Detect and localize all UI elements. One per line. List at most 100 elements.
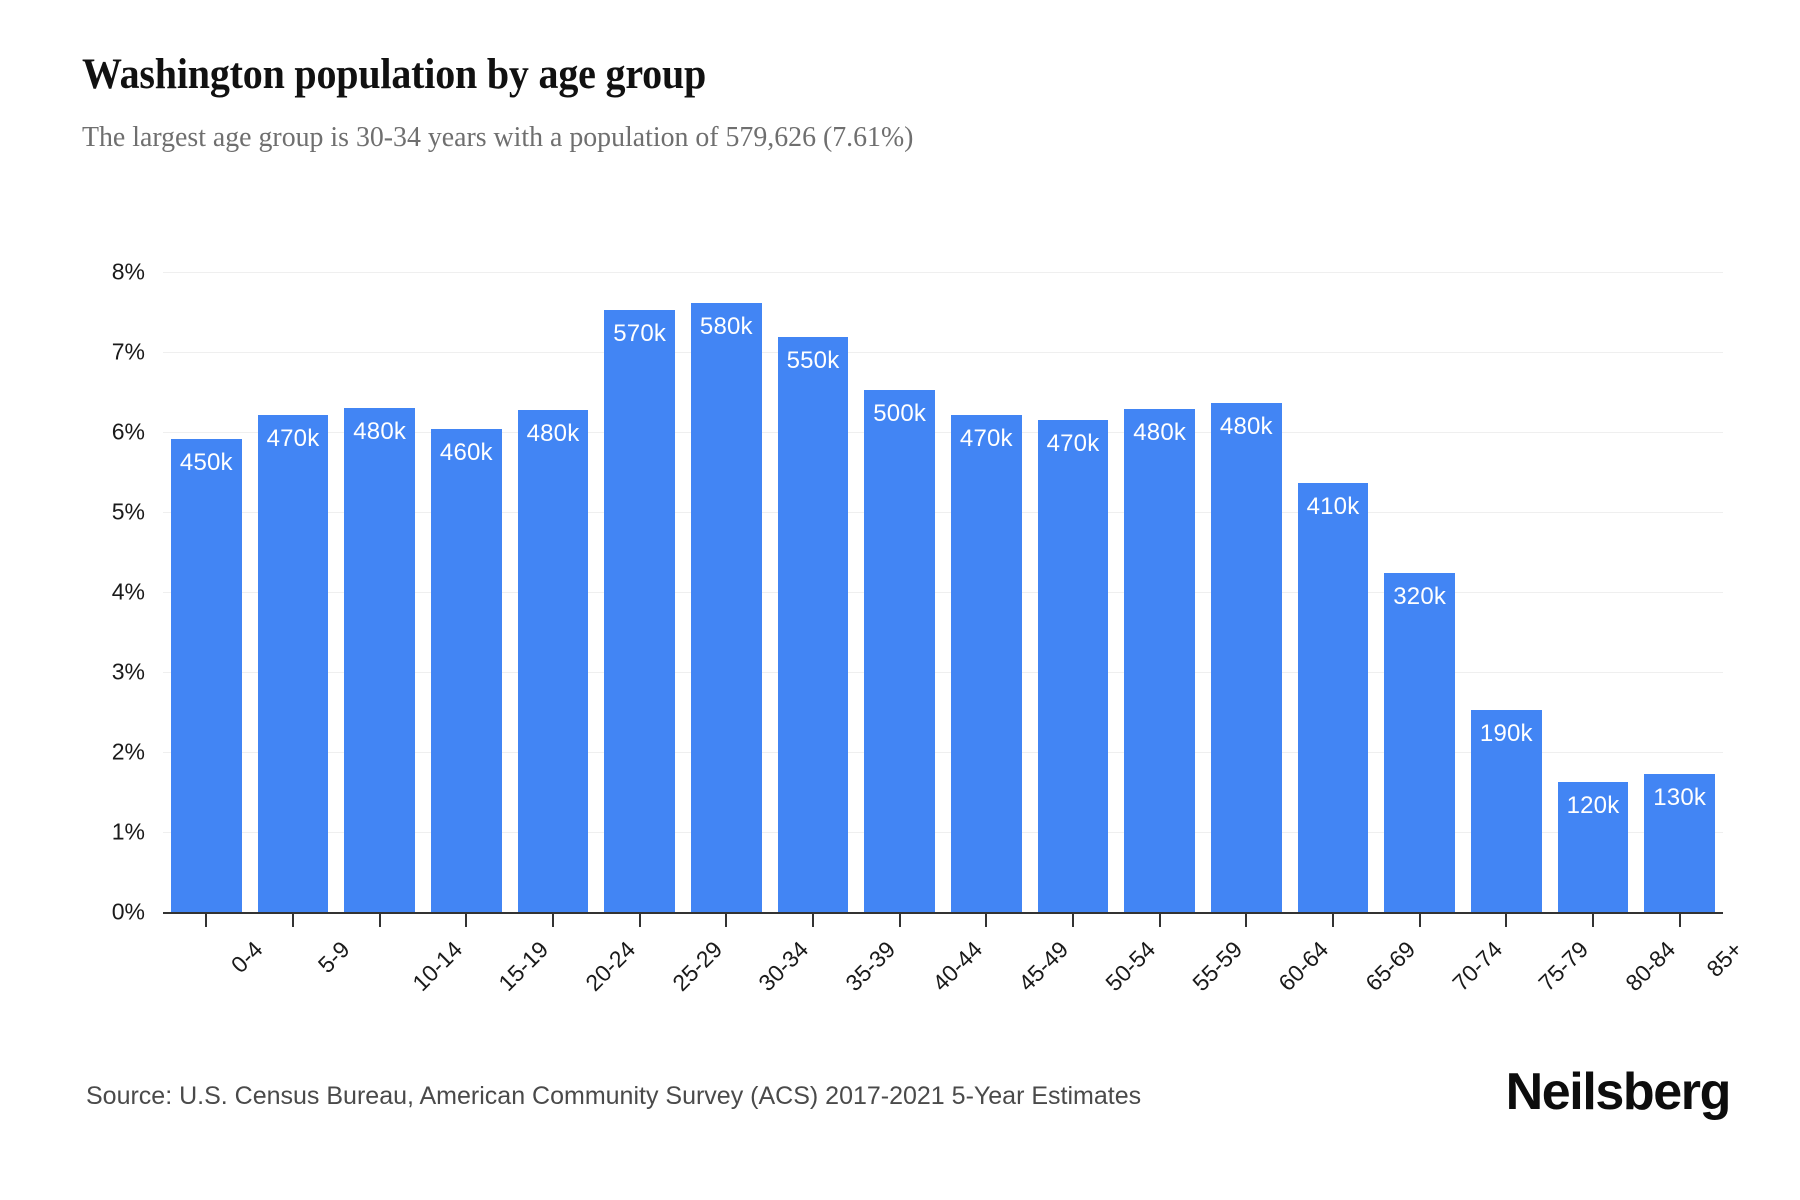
x-axis-tick (985, 914, 988, 927)
x-axis-tick (1158, 914, 1161, 927)
bar-slot[interactable]: 130k (1644, 272, 1715, 912)
y-axis-tick-label: 7% (111, 338, 145, 365)
bar-slot[interactable]: 480k (517, 272, 589, 912)
bar[interactable] (1124, 408, 1195, 912)
y-axis-tick-label: 1% (111, 818, 145, 845)
bar-value-label: 580k (699, 313, 753, 341)
x-axis-tick (1505, 914, 1508, 927)
bar-slot[interactable]: 410k (1297, 272, 1369, 912)
bar[interactable] (1037, 420, 1109, 912)
bar-value-label: 410k (1306, 493, 1360, 521)
bar-value-label: 480k (1133, 418, 1187, 446)
bar-slot[interactable]: 470k (257, 272, 329, 912)
bar[interactable] (344, 408, 415, 912)
bar[interactable] (1557, 782, 1629, 912)
gridline (163, 352, 1723, 353)
bar[interactable] (604, 309, 675, 912)
bar-value-label: 570k (613, 319, 667, 347)
bar-slot[interactable]: 190k (1471, 272, 1542, 912)
x-axis-category-label: 50-54 (1100, 936, 1161, 996)
x-axis-category-label: 35-39 (840, 936, 901, 996)
bar-slot[interactable]: 570k (604, 272, 675, 912)
bar[interactable] (777, 336, 849, 912)
bar-value-label: 550k (786, 346, 840, 374)
bar-value-label: 320k (1393, 582, 1447, 610)
x-axis-category-label: 55-59 (1186, 936, 1247, 996)
bar-value-label: 480k (526, 420, 580, 448)
x-axis-category-label: 45-49 (1013, 936, 1074, 996)
plot-area: 0% 1% 2% 3% 4% 5% 6% 7% 8% 450k 470k 480k 460k 480k 5… (112, 259, 1747, 996)
x-axis-tick (898, 914, 901, 927)
x-axis-category-label: 10-14 (406, 936, 467, 996)
x-axis-tick (378, 914, 381, 927)
gridline (163, 272, 1723, 273)
bar-slot[interactable]: 480k (344, 272, 415, 912)
bar-slot[interactable]: 120k (1557, 272, 1629, 912)
x-axis-line (163, 912, 1723, 914)
y-axis-tick-label: 5% (111, 498, 145, 525)
bar-value-label: 480k (353, 418, 407, 445)
gridline (163, 832, 1723, 833)
bar[interactable] (171, 439, 242, 912)
gridline (163, 432, 1723, 433)
bar[interactable] (691, 303, 762, 912)
bar-slot[interactable]: 470k (951, 272, 1022, 912)
bar[interactable] (1297, 483, 1369, 912)
bar[interactable] (951, 415, 1022, 912)
y-axis-tick-label: 8% (111, 258, 145, 285)
bar-slot[interactable]: 480k (1124, 272, 1195, 912)
x-axis-category-label: 85+ (1701, 936, 1748, 982)
bar-slot[interactable]: 500k (864, 272, 935, 912)
x-axis-category-label: 25-29 (666, 936, 727, 996)
x-axis-tick (1418, 914, 1421, 927)
y-axis-tick-label: 3% (111, 658, 145, 685)
bar-slot[interactable]: 320k (1384, 272, 1455, 912)
bar-slot[interactable]: 550k (777, 272, 849, 912)
bar[interactable] (431, 428, 502, 912)
x-axis-tick (638, 914, 641, 927)
brand-logo: Neilsberg (1505, 1063, 1732, 1121)
gridline (163, 592, 1723, 593)
bar-value-label: 120k (1566, 792, 1620, 820)
bar-slot[interactable]: 450k (171, 272, 242, 912)
bar-slot[interactable]: 480k (1211, 272, 1282, 912)
x-axis-tick (552, 914, 554, 927)
bar[interactable] (517, 410, 589, 912)
gridline (163, 512, 1723, 513)
x-axis-tick (205, 914, 208, 927)
bar-value-label: 470k (266, 425, 320, 453)
bar-value-label: 190k (1479, 720, 1533, 748)
x-axis-category-label: 30-34 (753, 936, 814, 996)
x-axis-category-label: 20-24 (580, 936, 641, 996)
bar-value-label: 470k (959, 425, 1013, 453)
bar[interactable] (257, 415, 329, 912)
bar-value-label: 480k (1219, 413, 1273, 441)
x-axis-category-label: 80-84 (1620, 936, 1681, 996)
x-axis-category-label: 60-64 (1273, 936, 1334, 996)
gridline (163, 752, 1723, 753)
bar[interactable] (1211, 403, 1282, 912)
x-axis-tick (1072, 914, 1074, 927)
x-axis-tick (725, 914, 728, 927)
y-axis-tick-label: 6% (111, 418, 145, 445)
x-axis-category-label: 70-74 (1446, 936, 1507, 996)
bar[interactable] (1644, 774, 1715, 912)
y-axis-tick-label: 2% (111, 738, 145, 765)
bar[interactable] (1471, 710, 1542, 912)
chart-subtitle: The largest age group is 30-34 years wit… (82, 120, 914, 153)
x-axis-tick (1592, 914, 1594, 927)
bar-slot[interactable]: 460k (431, 272, 502, 912)
x-axis-tick (292, 914, 294, 927)
bar-slot[interactable]: 580k (691, 272, 762, 912)
x-axis-tick (1678, 914, 1681, 927)
gridline (163, 672, 1723, 673)
x-axis-category-label: 40-44 (926, 936, 987, 996)
bar[interactable] (1384, 572, 1455, 912)
x-axis-tick (1245, 914, 1248, 927)
bar-value-label: 130k (1653, 784, 1707, 812)
bar[interactable] (864, 390, 935, 912)
bar-slot[interactable]: 470k (1037, 272, 1109, 912)
bar-value-label: 500k (873, 400, 927, 428)
x-axis-tick (812, 914, 814, 927)
